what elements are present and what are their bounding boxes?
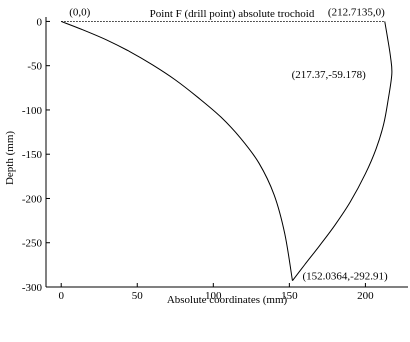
x-tick-label: 0 (58, 290, 64, 302)
x-axis-ticks: 0 50 100 150 200 (58, 283, 374, 302)
x-tick-label: 100 (205, 290, 222, 302)
y-tick-label: -50 (27, 61, 42, 73)
y-tick-label: 0 (37, 16, 43, 28)
trochoid-curve (61, 20, 393, 282)
y-axis-ticks: 0 -50 -100 -150 -200 -250 -300 (22, 16, 50, 294)
y-tick-label: -300 (22, 282, 43, 294)
x-tick-label: 200 (357, 290, 374, 302)
x-tick-label: 50 (132, 290, 144, 302)
y-axis-label: Depth (mm) (4, 131, 16, 185)
point-annotations: (0,0) (212.7135,0) (217.37,-59.178) (152.03… (69, 6, 388, 282)
y-tick-label: -250 (22, 238, 43, 250)
annotation-label: (212.7135,0) (328, 6, 385, 18)
y-tick-label: -100 (22, 105, 43, 117)
x-axis-label: Absolute coordinates (mm) (167, 294, 288, 306)
chart-title: Point F (drill point) absolute trochoid (150, 8, 315, 20)
annotation-label: (0,0) (69, 6, 90, 18)
annotation-label: (217.37,-59.178) (292, 69, 367, 81)
annotation-label: (152.0364,-292.91) (302, 271, 388, 283)
x-tick-label: 150 (281, 290, 298, 302)
y-tick-label: -150 (22, 149, 43, 161)
y-tick-label: -200 (22, 193, 43, 205)
